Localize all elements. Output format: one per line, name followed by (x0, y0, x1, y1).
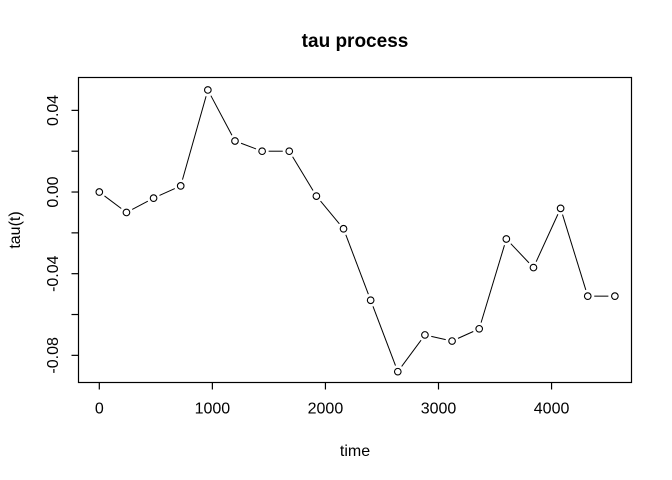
series-line-segment (159, 188, 175, 196)
x-tick-label: 2000 (308, 401, 344, 418)
data-point-marker (95, 188, 104, 196)
plot-box (77, 76, 633, 384)
x-axis-label: time (340, 443, 370, 460)
y-tick-label: 0.04 (45, 95, 62, 126)
series-line-segment (401, 339, 422, 367)
y-tick-label: -0.04 (45, 255, 62, 292)
series-line-segment (431, 335, 446, 341)
data-point-marker (231, 137, 239, 145)
chart-title: tau process (302, 31, 409, 52)
data-point-marker (285, 147, 294, 156)
data-point-marker (556, 204, 565, 213)
x-tick-label: 0 (95, 401, 104, 418)
series-line-segment (131, 200, 149, 210)
series-line-segment (210, 95, 233, 136)
x-tick-label: 4000 (534, 401, 570, 418)
x-tick-label: 1000 (195, 401, 231, 418)
data-point-marker (122, 208, 131, 217)
data-point-marker (448, 337, 456, 345)
y-axis-label: tau(t) (7, 211, 24, 248)
data-point-marker (339, 224, 348, 233)
series-line-segment (320, 200, 340, 225)
series-line-segment (372, 306, 396, 366)
data-series (95, 86, 619, 376)
data-point-marker (258, 147, 266, 156)
series-line-segment (345, 234, 369, 295)
series-line-segment (480, 245, 505, 323)
data-point-marker (421, 331, 429, 339)
y-tick-label: 0.00 (45, 176, 62, 207)
x-axis: 0 1000 2000 3000 4000 (95, 382, 570, 418)
data-point-marker (475, 324, 484, 333)
series-line-segment (510, 243, 530, 264)
series-line-segment (457, 331, 474, 339)
series-line-segment (104, 195, 122, 209)
series-line-segment (292, 156, 314, 191)
series-line-segment (562, 214, 587, 291)
data-point-marker (176, 182, 185, 190)
data-point-marker (502, 235, 511, 243)
data-point-marker (203, 86, 212, 94)
data-point-marker (611, 292, 619, 300)
data-point-marker (149, 194, 158, 203)
data-point-marker (393, 367, 402, 376)
y-axis: 0.04 0.00 -0.04 -0.08 (45, 95, 79, 374)
y-tick-label: -0.08 (45, 337, 62, 374)
series-line-segment (240, 142, 257, 150)
data-point-marker (366, 296, 375, 305)
series-line-segment (535, 214, 559, 262)
series-line-segment (181, 96, 207, 180)
x-tick-label: 3000 (421, 401, 457, 418)
data-point-marker (583, 292, 592, 300)
data-point-marker (529, 263, 538, 272)
data-point-marker (312, 192, 321, 200)
